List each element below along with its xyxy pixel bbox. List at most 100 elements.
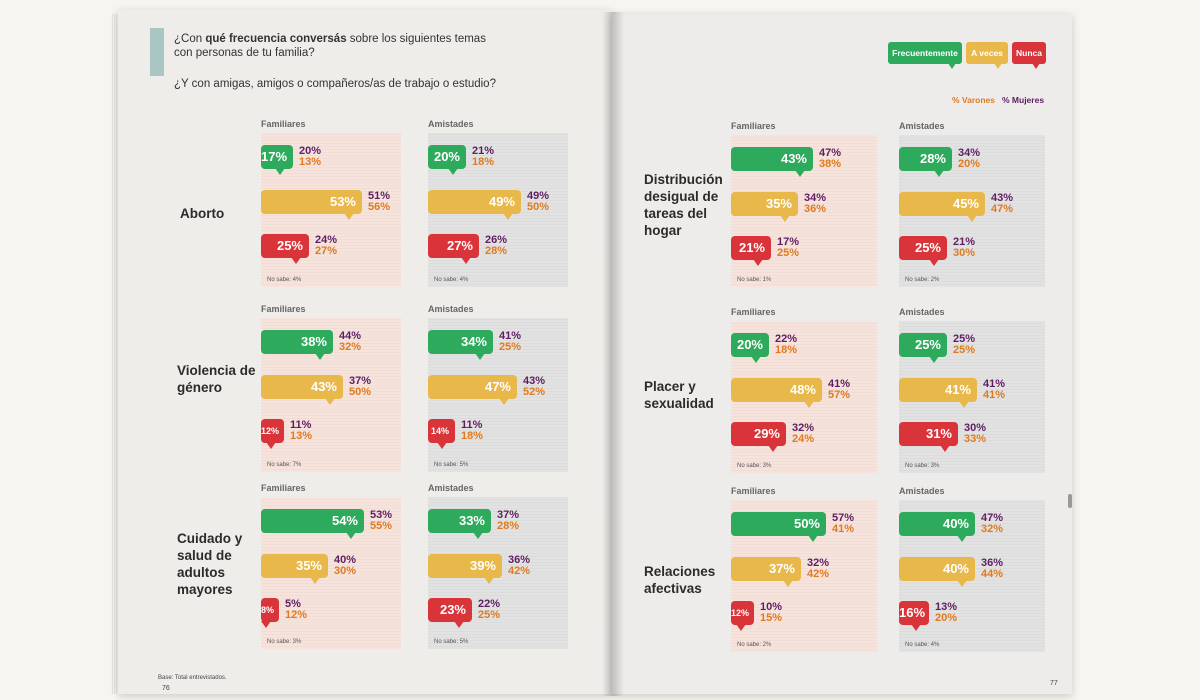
gender-percentages: 40% 30%	[334, 555, 356, 577]
pct-mujeres: 21%	[472, 145, 495, 157]
gender-percentages: 43% 52%	[523, 376, 545, 398]
pct-mujeres: 37%	[349, 375, 372, 387]
bar-red: 29%	[731, 422, 786, 452]
panel-amistades: Amistades 25% 25% 25% 41% 41% 41% 31% 30% 33% No s…	[899, 307, 1045, 473]
pct-varones: 56%	[368, 201, 391, 213]
gender-percentages: 37% 50%	[349, 376, 371, 398]
panel-label: Familiares	[731, 307, 776, 317]
no-sabe-note: No sabe: 3%	[267, 639, 302, 645]
page-number-left: 76	[162, 685, 170, 692]
pct-varones: 41%	[832, 523, 855, 535]
bar-red: 21%	[731, 236, 771, 266]
gender-percentages: 13% 20%	[935, 602, 957, 624]
pct-mujeres: 30%	[964, 422, 987, 434]
gender-percentages: 24% 27%	[315, 235, 337, 257]
bar-yellow: 49%	[428, 190, 521, 220]
accent-bar	[150, 28, 164, 76]
legend-nunca: Nunca	[1012, 42, 1046, 69]
gender-percentages: 57% 41%	[832, 513, 854, 535]
gender-percentages: 26% 28%	[485, 235, 507, 257]
bar-yellow: 37%	[731, 557, 801, 587]
gender-percentages: 41% 25%	[499, 331, 521, 353]
panel-label: Familiares	[261, 304, 306, 314]
bar-green: 20%	[428, 145, 466, 175]
bar-yellow: 40%	[899, 557, 975, 587]
pct-varones: 32%	[981, 523, 1004, 535]
gender-percentages: 20% 13%	[299, 146, 321, 168]
pct-mujeres: 25%	[953, 333, 976, 345]
pct-mujeres: 47%	[981, 512, 1004, 524]
pct-mujeres: 22%	[478, 598, 501, 610]
pct-mujeres: 17%	[777, 236, 800, 248]
pct-varones: 13%	[299, 156, 322, 168]
pct-varones: 38%	[819, 158, 842, 170]
bar-red: 25%	[899, 236, 947, 266]
pct-varones: 18%	[472, 156, 495, 168]
gender-percentages: 30% 33%	[964, 423, 986, 445]
pct-mujeres: 26%	[485, 234, 508, 246]
panel-label: Familiares	[261, 483, 306, 493]
bar-green: 43%	[731, 147, 813, 177]
gender-percentages: 17% 25%	[777, 237, 799, 259]
gender-percentages: 49% 50%	[527, 191, 549, 213]
legend-mujeres: % Mujeres	[1002, 95, 1045, 105]
pct-varones: 18%	[775, 344, 798, 356]
gender-percentages: 44% 32%	[339, 331, 361, 353]
pct-varones: 25%	[499, 341, 522, 353]
gender-percentages: 21% 30%	[953, 237, 975, 259]
bar-red: 23%	[428, 598, 472, 628]
no-sabe-note: No sabe: 3%	[737, 463, 772, 469]
panel-label: Amistades	[899, 307, 945, 317]
book-spine	[602, 12, 624, 696]
bar-yellow: 43%	[261, 375, 343, 405]
pct-varones: 25%	[953, 344, 976, 356]
pct-varones: 24%	[792, 433, 815, 445]
pct-varones: 36%	[804, 203, 827, 215]
pct-mujeres: 51%	[368, 190, 391, 202]
pct-varones: 50%	[349, 386, 372, 398]
bar-green: 25%	[899, 333, 947, 363]
bar-green: 33%	[428, 509, 491, 539]
panel-familiares: Familiares 38% 44% 32% 43% 37% 50% 12% 11% 13% No …	[261, 304, 401, 472]
pct-mujeres: 40%	[334, 554, 357, 566]
bar-green: 54%	[261, 509, 364, 539]
pct-varones: 50%	[527, 201, 550, 213]
bar-red: 14%	[428, 419, 455, 449]
bar-yellow: 48%	[731, 378, 822, 408]
bar-green: 38%	[261, 330, 333, 360]
gender-percentages: 47% 32%	[981, 513, 1003, 535]
gender-percentages: 5% 12%	[285, 599, 307, 621]
pct-mujeres: 34%	[958, 147, 981, 159]
no-sabe-note: No sabe: 5%	[434, 639, 469, 645]
pct-mujeres: 20%	[299, 145, 322, 157]
pct-varones: 27%	[315, 245, 338, 257]
pct-varones: 15%	[760, 612, 783, 624]
topic-title: Aborto	[180, 206, 225, 221]
pct-mujeres: 22%	[775, 333, 798, 345]
topic-title: Violencia de género	[177, 363, 256, 395]
bar-yellow: 53%	[261, 190, 362, 220]
base-note: Base: Total entrevistados.	[158, 675, 227, 681]
gender-percentages: 21% 18%	[472, 146, 494, 168]
bar-red: 12%	[261, 419, 284, 449]
pct-varones: 12%	[285, 609, 308, 621]
topic-title: Distribución desigual de tareas del hoga…	[644, 172, 723, 238]
pct-mujeres: 47%	[819, 147, 842, 159]
pct-varones: 30%	[334, 565, 357, 577]
gender-percentages: 41% 41%	[983, 379, 1005, 401]
bar-green: 34%	[428, 330, 493, 360]
pct-varones: 57%	[828, 389, 851, 401]
question-secondary: ¿Y con amigas, amigos o compañeros/as de…	[174, 78, 496, 90]
panel-label: Amistades	[428, 304, 474, 314]
panel-familiares: Familiares 50% 57% 41% 37% 32% 42% 12% 10% 15% No …	[731, 486, 877, 652]
pct-varones: 20%	[935, 612, 958, 624]
pct-varones: 30%	[953, 247, 976, 259]
pct-varones: 47%	[991, 203, 1014, 215]
pct-mujeres: 5%	[285, 598, 301, 610]
gender-percentages: 41% 57%	[828, 379, 850, 401]
gender-percentages: 22% 25%	[478, 599, 500, 621]
bar-red: 25%	[261, 234, 309, 264]
bar-yellow: 35%	[731, 192, 798, 222]
pct-mujeres: 32%	[807, 557, 830, 569]
pct-mujeres: 41%	[828, 378, 851, 390]
